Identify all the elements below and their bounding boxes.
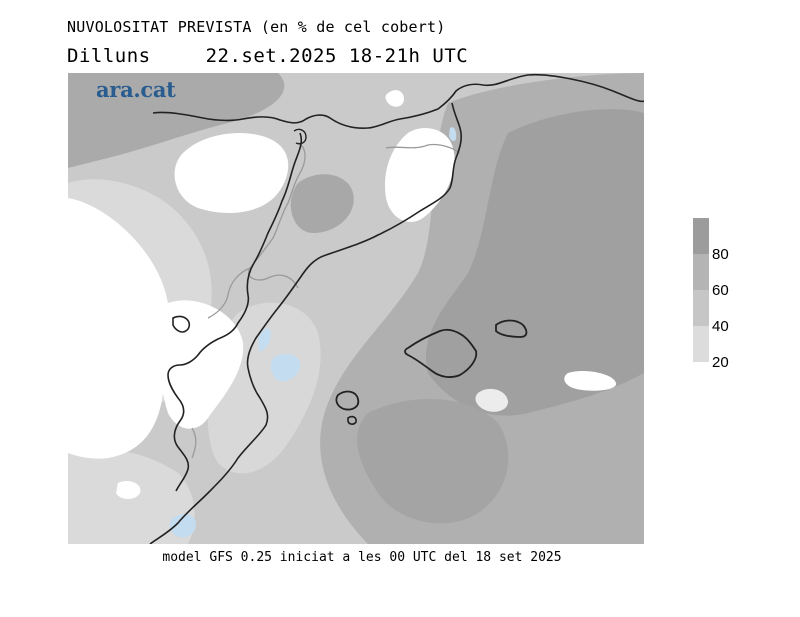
cloud-very-high-east	[426, 109, 644, 416]
clear-area-emporda	[384, 128, 455, 222]
cloud-very-high-south	[357, 399, 509, 524]
legend-swatch-20	[693, 326, 709, 362]
aragon-border	[167, 132, 303, 492]
clear-area-pyrenees	[174, 133, 289, 213]
water-south	[169, 513, 196, 538]
catalan-coast	[149, 102, 463, 544]
clear-area-coast	[158, 300, 244, 429]
cloud-high-north	[68, 73, 285, 168]
island-formentera	[347, 415, 357, 425]
water-coast-north	[449, 127, 457, 142]
clear-patch-3	[564, 371, 617, 391]
legend-swatch-80	[693, 218, 709, 254]
valencia-coast	[172, 315, 191, 333]
clear-area-west	[68, 198, 170, 459]
region-border	[191, 142, 461, 459]
clear-patch-2	[116, 481, 141, 499]
cloud-cover-legend: 80 60 40 20	[693, 218, 729, 371]
water-delta-ebre	[270, 353, 301, 382]
cloud-very-high-center	[290, 174, 354, 233]
water-coast-mid	[258, 328, 271, 352]
ara-cat-logo: ara.cat	[96, 77, 176, 102]
legend-label-40: 40	[712, 318, 729, 335]
andorra-border	[293, 128, 307, 145]
island-eivissa	[335, 390, 360, 411]
legend-swatch-60	[693, 254, 709, 290]
island-mallorca	[404, 328, 478, 378]
forecast-time: 22.set.2025 18-21h UTC	[205, 45, 469, 67]
clear-patch-4	[475, 388, 509, 412]
forecast-day: Dilluns	[67, 45, 151, 67]
legend-label-80: 80	[712, 246, 729, 263]
clear-patch-1	[385, 90, 404, 107]
forecast-datetime: Dilluns 22.set.2025 18-21h UTC	[67, 45, 468, 67]
island-menorca	[495, 319, 528, 338]
france-border	[152, 73, 644, 129]
map-title: NUVOLOSITAT PREVISTA (en % de cel cobert…	[67, 18, 446, 36]
model-info: model GFS 0.25 iniciat a les 00 UTC del …	[162, 550, 562, 565]
legend-label-60: 60	[712, 282, 729, 299]
legend-swatch-40	[693, 290, 709, 326]
legend-label-20: 20	[712, 354, 729, 371]
cloud-cover-svg	[68, 73, 644, 544]
cloud-cover-map: ara.cat	[68, 73, 644, 544]
